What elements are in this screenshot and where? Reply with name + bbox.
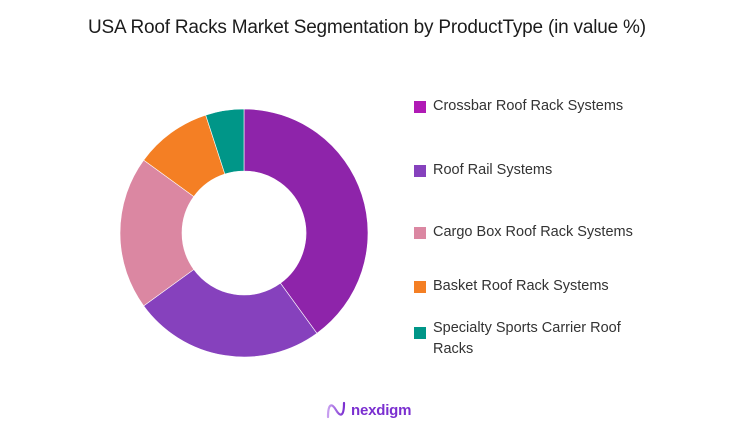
nexdigm-logo: nexdigm [326, 401, 411, 419]
legend-swatch [414, 165, 426, 177]
slice-crossbar[interactable] [243, 108, 369, 334]
legend-swatch [414, 227, 426, 239]
legend-item-specialty-sports[interactable]: Specialty Sports Carrier Roof Racks [414, 318, 663, 360]
nexdigm-wave-icon [326, 401, 346, 419]
legend-label: Specialty Sports Carrier Roof Racks [433, 320, 621, 357]
legend-label: Basket Roof Rack Systems [433, 278, 609, 294]
legend-item-crossbar[interactable]: Crossbar Roof Rack Systems [414, 96, 663, 117]
legend-item-cargo-box[interactable]: Cargo Box Roof Rack Systems [414, 222, 663, 243]
legend-swatch [414, 327, 426, 339]
slice-roof-rail[interactable] [143, 269, 318, 358]
legend-label: Roof Rail Systems [433, 162, 553, 178]
slice-cargo-box[interactable] [119, 159, 195, 307]
legend-label: Cargo Box Roof Rack Systems [433, 224, 633, 240]
legend-swatch [414, 101, 426, 113]
legend-item-basket[interactable]: Basket Roof Rack Systems [414, 276, 663, 297]
slice-specialty-sports[interactable] [205, 108, 245, 175]
chart-title: USA Roof Racks Market Segmentation by Pr… [88, 17, 646, 38]
logo-text: nexdigm [351, 401, 412, 419]
legend-item-roof-rail[interactable]: Roof Rail Systems [414, 160, 663, 181]
legend-swatch [414, 281, 426, 293]
legend-label: Crossbar Roof Rack Systems [433, 98, 624, 114]
